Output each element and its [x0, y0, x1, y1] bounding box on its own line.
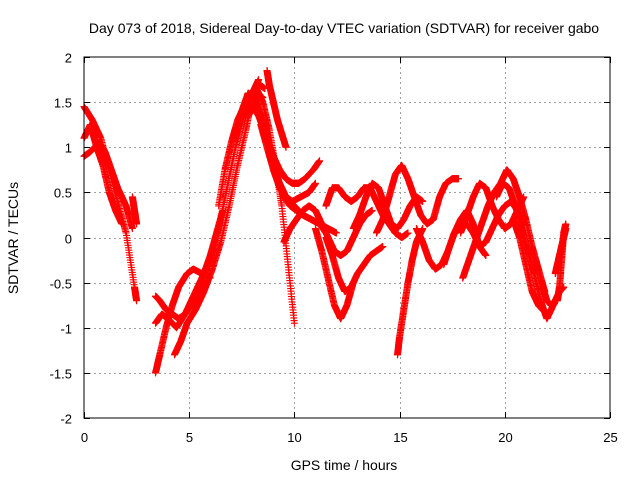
series-arc-03	[80, 139, 136, 232]
series-arc-05	[152, 265, 214, 377]
data-point	[128, 225, 136, 232]
series-arc-02	[80, 121, 126, 228]
data-points	[80, 67, 570, 377]
data-point	[133, 297, 141, 305]
data-point	[118, 220, 126, 228]
series-arc-15	[257, 121, 319, 205]
chart-title: Day 073 of 2018, Sidereal Day-to-day VTE…	[89, 20, 599, 36]
data-point	[133, 220, 141, 228]
series-arc-04	[128, 193, 141, 228]
